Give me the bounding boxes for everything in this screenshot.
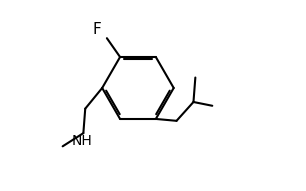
Text: F: F — [92, 22, 101, 37]
Text: NH: NH — [72, 134, 93, 148]
